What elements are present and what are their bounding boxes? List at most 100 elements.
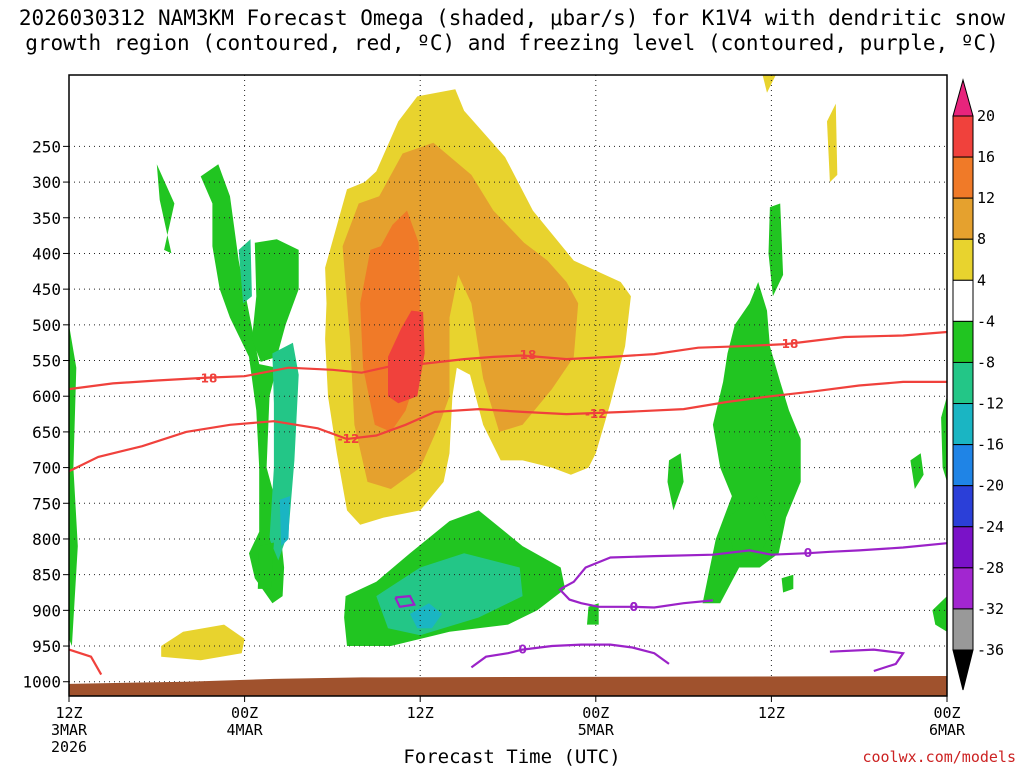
x-tick-label-12-0: 00Z (231, 704, 258, 722)
plot-frame (68, 74, 948, 697)
colorbar-swatch-4 (952, 238, 974, 281)
y-tick-label-550: 550 (32, 352, 61, 371)
y-tick-label-650: 650 (32, 423, 61, 442)
colorbar-label--12: -12 (977, 395, 1004, 413)
colorbar-swatch-12 (952, 567, 974, 610)
shaded-region-green-small-low-mid (587, 603, 599, 625)
colorbar-top-arrow (952, 78, 974, 117)
contour-label-dendritic-minus-18-0: -18 (196, 371, 218, 385)
shaded-region-yellow-top-right-1 (762, 75, 776, 93)
contour-freezing-level-right-low (829, 648, 906, 673)
shaded-region-green-right-1 (702, 282, 801, 604)
shaded-region-teal-small-upper (238, 239, 252, 304)
y-tick-label-950: 950 (32, 637, 61, 656)
x-tick-label-36-1: 5MAR (578, 721, 615, 739)
colorbar-swatch-7 (952, 361, 974, 405)
colorbar-label--16: -16 (977, 436, 1004, 454)
y-tick-label-350: 350 (32, 209, 61, 228)
chart-title-line-1: 2026030312 NAM3KM Forecast Omega (shaded… (18, 6, 1006, 30)
terrain-layer (69, 676, 947, 696)
x-tick-label-12-1: 4MAR (227, 721, 264, 739)
shaded-region-green-left-edge (69, 324, 78, 646)
colorbar-swatch-5 (952, 279, 974, 322)
y-tick-label-300: 300 (32, 173, 61, 192)
colorbar-swatch-2 (952, 156, 974, 199)
y-tick-label-700: 700 (32, 459, 61, 478)
contour-label-freezing-level-middle-0: 0 (630, 600, 638, 614)
y-tick-label-500: 500 (32, 316, 61, 335)
colorbar-label-20: 20 (977, 107, 995, 125)
colorbar-swatch-10 (952, 485, 974, 528)
y-tick-label-600: 600 (32, 387, 61, 406)
y-tick-label-1000: 1000 (22, 673, 61, 692)
contour-freezing-level-lower (470, 643, 670, 669)
colorbar-swatch-8 (952, 403, 974, 446)
x-tick-label-48-0: 12Z (758, 704, 785, 722)
y-tick-label-450: 450 (32, 280, 61, 299)
y-tick-label-250: 250 (32, 137, 61, 156)
shaded-region-low-cyan-core (410, 603, 443, 629)
contour-label-dendritic-minus-18-1: -18 (515, 348, 537, 362)
colorbar-swatch-9 (952, 444, 974, 487)
shaded-region-green-small-right-low (781, 574, 794, 593)
contour-label-dendritic-minus-12-1: -12 (585, 407, 607, 421)
colorbar: 20 16 12 8 4 -4 -8 -12 -16 -20 -24 -28 -32 -36 (952, 78, 1004, 691)
contour-freezing-loop-left (394, 594, 416, 609)
contour-freezing-level-upper (560, 542, 948, 590)
y-tick-label-850: 850 (32, 566, 61, 585)
shaded-region-yellow-low-left (161, 624, 245, 661)
shaded-region-rising-green-3 (251, 239, 299, 362)
shaded-region-sinking-red (388, 310, 425, 404)
y-tick-label-900: 900 (32, 601, 61, 620)
y-tick-label-750: 750 (32, 494, 61, 513)
contour-dendritic-minus-12 (68, 380, 947, 473)
shaded-region-green-right-6 (941, 396, 947, 482)
colorbar-label-12: 12 (977, 189, 995, 207)
x-tick-label-0-1: 3MAR (51, 721, 88, 739)
colorbar-swatch-6 (952, 320, 974, 363)
y-axis: 250 300 350 400 450 500 550 600 650 700 750 800 850 9… (22, 137, 69, 692)
x-axis-title: Forecast Time (UTC) (403, 746, 621, 768)
colorbar-label--8: -8 (977, 353, 995, 371)
credit-text[interactable]: coolwx.com/models (862, 748, 1016, 766)
shaded-region-cyan-core-left (279, 496, 290, 547)
contour-freezing-level-middle (558, 588, 714, 609)
colorbar-label-8: 8 (977, 230, 986, 248)
colorbar-label-4: 4 (977, 271, 986, 289)
colorbar-label--20: -20 (977, 477, 1004, 495)
shaded-region-teal-core-left (269, 342, 299, 561)
contour-label-freezing-level-lower-0: 0 (518, 643, 526, 657)
colorbar-label--28: -28 (977, 559, 1004, 577)
colorbar-label--4: -4 (977, 312, 995, 330)
colorbar-swatch-1 (952, 115, 974, 158)
contour-label-freezing-level-upper-0: 0 (804, 546, 812, 560)
colorbar-label-16: 16 (977, 148, 995, 166)
shaded-region-green-right-edge-low (932, 596, 947, 632)
y-tick-label-400: 400 (32, 244, 61, 263)
shaded-region-green-right-5 (910, 453, 924, 489)
x-tick-label-0-0: 12Z (55, 704, 82, 722)
contour-label-dendritic-minus-12-0: -12 (338, 432, 360, 446)
shaded-region-green-small-mid (257, 542, 274, 589)
shaded-region-rising-green-1 (156, 164, 175, 254)
terrain-ground (69, 676, 947, 696)
contour-dendritic-minus-18 (68, 330, 948, 391)
colorbar-label--32: -32 (977, 600, 1004, 618)
colorbar-bottom-arrow (952, 649, 974, 691)
x-tick-label-36-0: 00Z (582, 704, 609, 722)
shaded-region-green-right-2 (727, 496, 772, 561)
shaded-region-green-right-3 (667, 453, 684, 511)
contour-label-dendritic-minus-18-2: -18 (777, 337, 799, 351)
colorbar-swatch-13 (952, 608, 974, 651)
colorbar-label--36: -36 (977, 641, 1004, 659)
x-tick-label-0-2: 2026 (51, 738, 87, 756)
x-tick-label-60-0: 00Z (933, 704, 960, 722)
shaded-region-yellow-top-right-2 (827, 103, 838, 183)
colorbar-swatch-11 (952, 526, 974, 569)
shaded-region-green-right-4 (768, 203, 784, 297)
x-tick-label-24-0: 12Z (407, 704, 434, 722)
colorbar-label--24: -24 (977, 518, 1004, 536)
